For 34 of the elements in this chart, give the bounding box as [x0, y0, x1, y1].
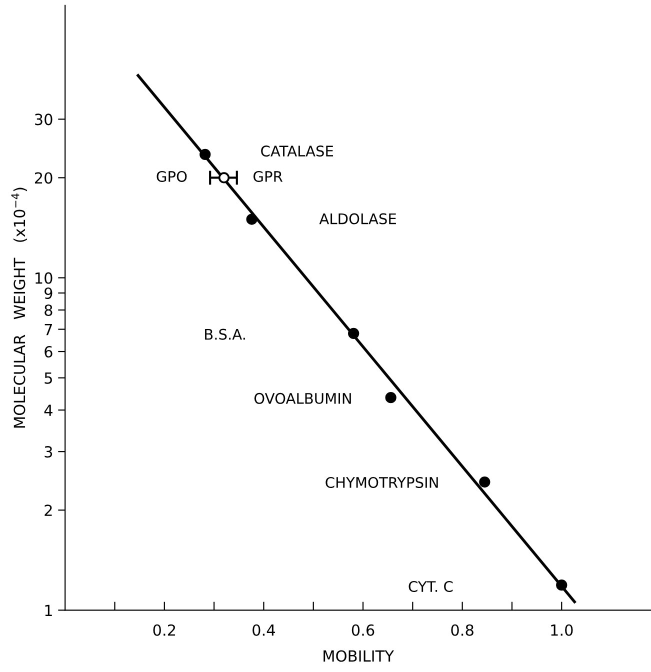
x-axis-title: MOBILITY [324, 650, 394, 662]
annotation: GPR [254, 170, 283, 182]
x-tick-label: 0.4 [252, 624, 275, 636]
y-tick-label: 7 [44, 324, 52, 336]
point [348, 328, 360, 340]
y-tick-label: 10 [36, 272, 52, 284]
y-tick-label: 2 [44, 504, 52, 516]
y-tick-label: 8 [44, 304, 52, 316]
x-tick-label: 0.8 [451, 624, 474, 636]
annotation: CHYMOTRYPSIN [326, 476, 438, 488]
point [385, 392, 396, 404]
y-axis-title: MOLECULAR WEIGHT (x10$^{−4}$) [11, 188, 28, 428]
y-tick-label: 30 [35, 114, 52, 126]
annotation: GPO [156, 170, 187, 182]
y-tick-label: 6 [44, 346, 52, 358]
y-tick-label: 3 [44, 446, 52, 458]
y-tick-label: 20 [34, 172, 52, 184]
annotation: ALDOLASE [319, 213, 396, 224]
x-tick-label: 1.0 [551, 624, 573, 636]
y-tick-label: 1 [45, 604, 52, 616]
x-tick-label: 0.6 [352, 624, 374, 636]
x-tick-label: 0.2 [153, 624, 176, 636]
point [479, 476, 490, 488]
annotation: B.S.A. [205, 328, 245, 340]
annotation: CYT. C [408, 581, 453, 592]
point [218, 172, 230, 184]
y-tick-label: 9 [44, 287, 52, 300]
y-tick-label: 5 [44, 372, 52, 384]
annotation: CATALASE [261, 146, 334, 157]
point [200, 148, 211, 160]
y-tick-label: 4 [44, 404, 52, 416]
point [246, 214, 258, 225]
annotation: OVOALBUMIN [254, 392, 351, 404]
point [556, 580, 568, 591]
